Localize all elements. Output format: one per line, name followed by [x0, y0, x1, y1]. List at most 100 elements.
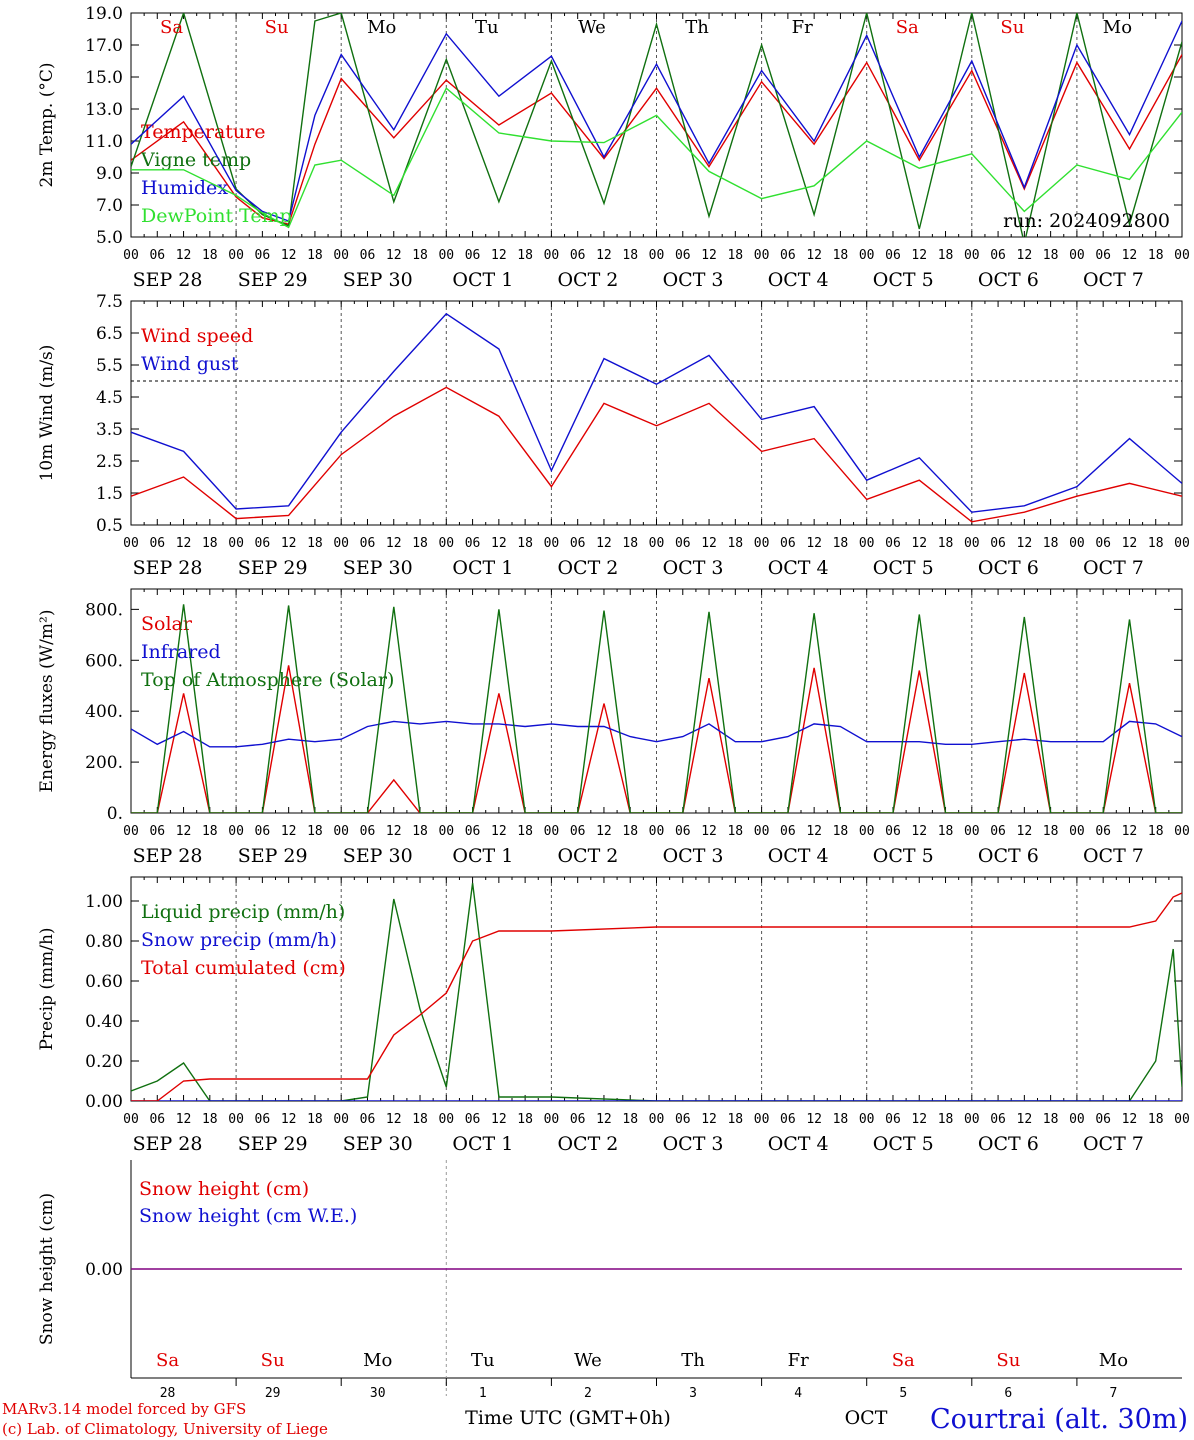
hour-tick-label: 06 — [360, 536, 376, 551]
hour-tick-label: 12 — [1122, 248, 1138, 263]
date-label: OCT 7 — [1083, 269, 1144, 291]
date-label: OCT 6 — [978, 845, 1039, 867]
hour-tick-label: 18 — [1148, 824, 1164, 839]
hour-tick-label: 18 — [833, 536, 849, 551]
weekday-label: We — [578, 17, 606, 38]
y-tick-label: 13.0 — [85, 100, 123, 120]
hour-tick-label: 06 — [570, 536, 586, 551]
date-label: OCT 6 — [978, 1133, 1039, 1155]
hour-tick-label: 12 — [176, 536, 192, 551]
y-tick-label: 0.20 — [85, 1052, 123, 1072]
hour-tick-label: 06 — [255, 824, 271, 839]
hour-tick-label: 00 — [1174, 536, 1190, 551]
hour-tick-label: 00 — [544, 1112, 560, 1127]
hour-tick-label: 18 — [307, 824, 323, 839]
date-label: OCT 3 — [663, 557, 724, 579]
date-label: OCT 1 — [452, 557, 513, 579]
hour-tick-label: 18 — [412, 1112, 428, 1127]
panel-frame — [130, 12, 1183, 238]
legend-label: Snow height (cm) — [139, 1178, 309, 1200]
hour-tick-label: 18 — [202, 824, 218, 839]
hour-tick-label: 12 — [1017, 824, 1033, 839]
hour-tick-label: 00 — [438, 1112, 454, 1127]
hour-tick-label: 18 — [202, 536, 218, 551]
hour-tick-label: 06 — [465, 1112, 481, 1127]
day-number-label: 28 — [160, 1386, 176, 1401]
series-line-solar — [131, 665, 1182, 813]
hour-tick-label: 06 — [360, 1112, 376, 1127]
y-axis-label: 2m Temp. (°C) — [37, 62, 57, 187]
date-label: OCT 1 — [452, 269, 513, 291]
hour-tick-label: 06 — [885, 824, 901, 839]
hour-tick-label: 18 — [1043, 824, 1059, 839]
series-line-liquid-precip-mm-h — [131, 882, 1182, 1101]
hour-tick-label: 12 — [281, 824, 297, 839]
day-number-label: 7 — [1110, 1386, 1118, 1401]
hour-tick-label: 18 — [938, 248, 954, 263]
hour-tick-label: 00 — [123, 536, 139, 551]
day-number-label: 3 — [689, 1386, 697, 1401]
hour-tick-label: 00 — [333, 824, 349, 839]
y-tick-label: 600. — [85, 651, 123, 671]
hour-tick-label: 12 — [386, 248, 402, 263]
hour-tick-label: 00 — [1069, 1112, 1085, 1127]
day-number-label: 29 — [265, 1386, 281, 1401]
hour-tick-label: 00 — [964, 1112, 980, 1127]
date-label: OCT 6 — [978, 557, 1039, 579]
series-line-humidex — [131, 20, 1182, 222]
date-label: OCT 7 — [1083, 845, 1144, 867]
weekday-label: Su — [265, 17, 289, 38]
hour-tick-label: 12 — [281, 536, 297, 551]
hour-tick-label: 06 — [465, 824, 481, 839]
day-number-label: 1 — [479, 1386, 487, 1401]
hour-tick-label: 18 — [412, 248, 428, 263]
hour-tick-label: 18 — [938, 536, 954, 551]
y-axis-label: 10m Wind (m/s) — [37, 345, 57, 482]
series-line-top-of-atmosphere-solar — [131, 604, 1182, 813]
hour-tick-label: 18 — [517, 1112, 533, 1127]
hour-tick-label: 18 — [833, 824, 849, 839]
legend-label: Snow height (cm W.E.) — [139, 1205, 357, 1227]
legend-label: Humidex — [141, 177, 228, 199]
hour-tick-label: 00 — [1069, 536, 1085, 551]
hour-tick-label: 18 — [412, 536, 428, 551]
hour-tick-label: 00 — [333, 1112, 349, 1127]
hour-tick-label: 12 — [701, 824, 717, 839]
weekday-label: Fr — [792, 17, 813, 38]
date-label: SEP 30 — [343, 557, 413, 579]
legend-label: Vigne temp — [140, 149, 251, 171]
hour-tick-label: 06 — [885, 1112, 901, 1127]
hour-tick-label: 18 — [307, 536, 323, 551]
date-label: OCT 4 — [768, 557, 829, 579]
weekday-label: Sa — [160, 17, 183, 38]
hour-tick-label: 12 — [1122, 536, 1138, 551]
x-axis-title: Time UTC (GMT+0h) — [465, 1407, 671, 1429]
y-tick-label: 1.00 — [85, 892, 123, 912]
hour-tick-label: 12 — [491, 1112, 507, 1127]
hour-tick-label: 00 — [544, 536, 560, 551]
y-tick-label: 0.80 — [85, 932, 123, 952]
hour-tick-label: 12 — [1122, 824, 1138, 839]
hour-tick-label: 06 — [990, 1112, 1006, 1127]
legend-label: Wind gust — [141, 353, 239, 375]
hour-tick-label: 00 — [859, 1112, 875, 1127]
hour-tick-label: 00 — [1174, 824, 1190, 839]
weekday-label: Su — [1000, 17, 1024, 38]
hour-tick-label: 00 — [649, 248, 665, 263]
date-label: OCT 7 — [1083, 1133, 1144, 1155]
hour-tick-label: 12 — [491, 824, 507, 839]
date-label: SEP 29 — [238, 845, 308, 867]
hour-tick-label: 06 — [255, 1112, 271, 1127]
series-line-total-cumulated-cm — [131, 892, 1182, 1101]
date-label: SEP 30 — [343, 1133, 413, 1155]
hour-tick-label: 00 — [228, 1112, 244, 1127]
date-label: OCT 2 — [557, 1133, 618, 1155]
series-line-dewpoint-temp — [131, 87, 1182, 229]
hour-tick-label: 18 — [622, 824, 638, 839]
weekday-label: We — [574, 1350, 602, 1371]
hour-tick-label: 12 — [1122, 1112, 1138, 1127]
hour-tick-label: 06 — [570, 1112, 586, 1127]
weekday-label: Th — [685, 17, 709, 38]
date-label: OCT 6 — [978, 269, 1039, 291]
legend-label: Top of Atmosphere (Solar) — [141, 669, 394, 691]
